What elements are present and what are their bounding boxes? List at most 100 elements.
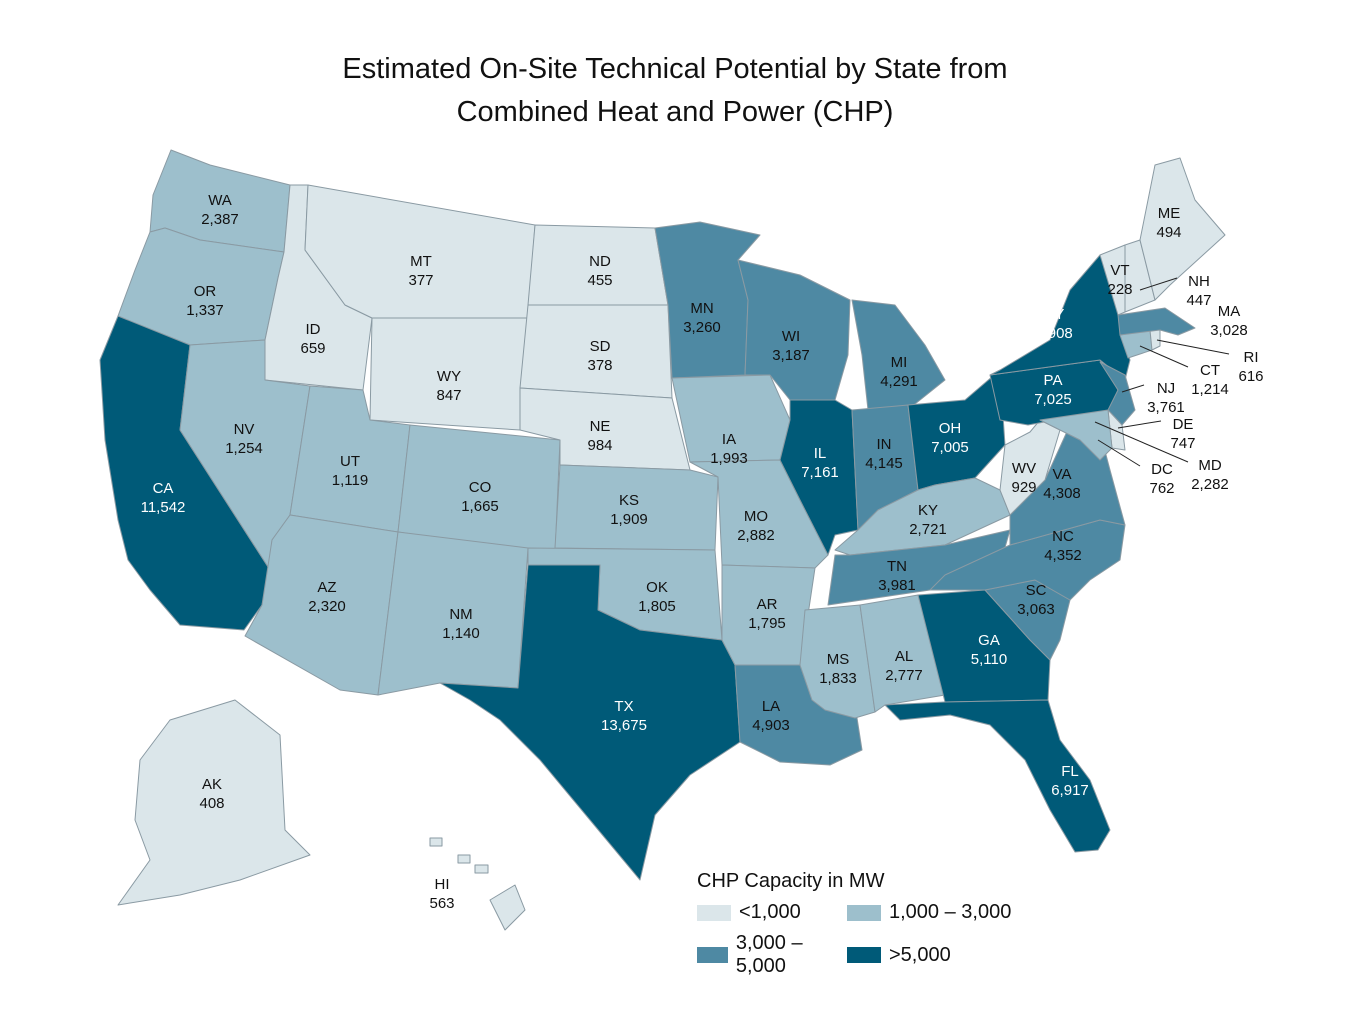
legend-item-3000-5000: 3,000 – 5,000 (697, 932, 847, 978)
state-value-wv: 929 (1011, 479, 1036, 496)
legend-label-lt1000: <1,000 (739, 901, 801, 923)
leader-line-nj (1121, 384, 1145, 393)
state-value-al: 2,777 (885, 667, 923, 684)
state-code-nm: NM (449, 606, 472, 623)
state-value-mn: 3,260 (683, 319, 721, 336)
state-code-dc: DC (1151, 461, 1173, 478)
state-value-az: 2,320 (308, 598, 346, 615)
legend: CHP Capacity in MW <1,000 1,000 – 3,000 … (697, 870, 1057, 978)
legend-swatch-lt1000 (697, 904, 731, 921)
state-value-sd: 378 (587, 357, 612, 374)
state-value-va: 4,308 (1043, 485, 1081, 502)
state-code-ks: KS (619, 492, 639, 509)
leader-line-nh (1139, 277, 1178, 291)
state-code-ca: CA (153, 480, 174, 497)
state-value-tn: 3,981 (878, 577, 916, 594)
state-code-ne: NE (590, 418, 611, 435)
state-value-nc: 4,352 (1044, 547, 1082, 564)
state-value-wy: 847 (436, 387, 461, 404)
state-code-az: AZ (317, 579, 336, 596)
state-value-ut: 1,119 (332, 472, 368, 489)
state-code-ri: RI (1244, 349, 1259, 366)
leader-line-ct (1139, 345, 1189, 368)
state-code-ok: OK (646, 579, 668, 596)
state-code-mi: MI (891, 354, 908, 371)
legend-label-3000-5000: 3,000 – 5,000 (735, 932, 803, 977)
state-code-md: MD (1198, 457, 1221, 474)
state-code-wa: WA (208, 192, 232, 209)
leader-line-md (1094, 421, 1189, 463)
state-code-ma: MA (1218, 303, 1241, 320)
state-value-md: 2,282 (1191, 476, 1229, 493)
state-value-sc: 3,063 (1017, 601, 1055, 618)
state-me (1139, 157, 1226, 301)
state-code-nh: NH (1188, 273, 1210, 290)
state-value-ky: 2,721 (909, 521, 947, 538)
state-mi (851, 299, 946, 411)
legend-swatch-gt5000 (847, 947, 881, 963)
state-value-ma: 3,028 (1210, 322, 1248, 339)
state-value-fl: 6,917 (1051, 782, 1089, 799)
state-value-nm: 1,140 (442, 625, 480, 642)
state-code-ia: IA (722, 431, 736, 448)
legend-swatch-3000-5000 (697, 947, 728, 963)
state-code-wi: WI (782, 328, 800, 345)
state-code-ny: NY (1044, 306, 1065, 323)
state-value-wa: 2,387 (201, 211, 239, 228)
state-ks (554, 464, 719, 551)
state-code-ar: AR (757, 596, 778, 613)
state-code-de: DE (1173, 416, 1194, 433)
state-code-ct: CT (1200, 362, 1220, 379)
state-value-nv: 1,254 (225, 440, 263, 457)
state-code-pa: PA (1044, 372, 1063, 389)
state-value-ks: 1,909 (610, 511, 648, 528)
legend-title: CHP Capacity in MW (697, 870, 885, 892)
state-code-fl: FL (1061, 763, 1079, 780)
state-ak (117, 699, 311, 906)
legend-swatch-1000-3000 (847, 904, 881, 921)
state-value-hi: 563 (429, 895, 454, 912)
state-value-co: 1,665 (461, 498, 499, 515)
state-code-mt: MT (410, 253, 432, 270)
state-code-nv: NV (234, 421, 255, 438)
leader-line-ri (1156, 339, 1230, 355)
title-line-1: Estimated On-Site Technical Potential by… (342, 53, 1008, 85)
state-value-ak: 408 (199, 795, 224, 812)
state-value-wi: 3,187 (772, 347, 810, 364)
state-hi (489, 884, 526, 931)
state-value-vt: 228 (1107, 281, 1132, 298)
state-code-tx: TX (614, 698, 633, 715)
state-code-ky: KY (918, 502, 938, 519)
state-code-nj: NJ (1157, 380, 1175, 397)
state-code-or: OR (194, 283, 217, 300)
legend-label-1000-3000: 1,000 – 3,000 (889, 901, 1012, 923)
state-al (859, 594, 946, 713)
state-value-ny: 6,908 (1035, 325, 1073, 342)
state-code-la: LA (762, 698, 780, 715)
state-value-id: 659 (300, 340, 325, 357)
leader-line-de (1117, 420, 1162, 429)
state-code-al: AL (895, 648, 913, 665)
state-value-in: 4,145 (865, 455, 903, 472)
leader-line-dc (1097, 439, 1141, 467)
state-code-ak: AK (202, 776, 222, 793)
state-code-id: ID (306, 321, 321, 338)
state-code-hi: HI (435, 876, 450, 893)
state-value-or: 1,337 (186, 302, 224, 319)
legend-item-1000-3000: 1,000 – 3,000 (847, 901, 1047, 924)
state-ma (1117, 307, 1196, 336)
map-title: Estimated On-Site Technical Potential by… (0, 48, 1350, 134)
state-code-oh: OH (939, 420, 962, 437)
state-value-nh: 447 (1186, 292, 1211, 309)
state-code-mo: MO (744, 508, 768, 525)
state-code-nc: NC (1052, 528, 1074, 545)
legend-item-lt1000: <1,000 (697, 901, 847, 924)
state-value-ne: 984 (587, 437, 612, 454)
state-value-mi: 4,291 (880, 373, 918, 390)
legend-item-gt5000: >5,000 (847, 932, 1047, 978)
state-value-ri: 616 (1238, 368, 1263, 385)
state-value-de: 747 (1170, 435, 1195, 452)
state-value-nj: 3,761 (1147, 399, 1185, 416)
state-value-ia: 1,993 (710, 450, 748, 467)
state-code-ga: GA (978, 632, 1000, 649)
